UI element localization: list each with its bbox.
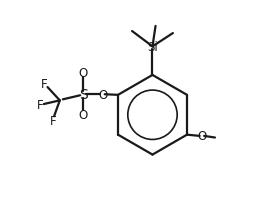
Text: Si: Si xyxy=(147,41,158,54)
Text: O: O xyxy=(197,130,206,143)
Text: F: F xyxy=(50,115,57,128)
Text: S: S xyxy=(79,88,88,102)
Text: O: O xyxy=(98,88,107,101)
Text: O: O xyxy=(79,109,88,122)
Text: O: O xyxy=(79,67,88,80)
Text: F: F xyxy=(36,98,43,111)
Text: F: F xyxy=(41,77,48,90)
